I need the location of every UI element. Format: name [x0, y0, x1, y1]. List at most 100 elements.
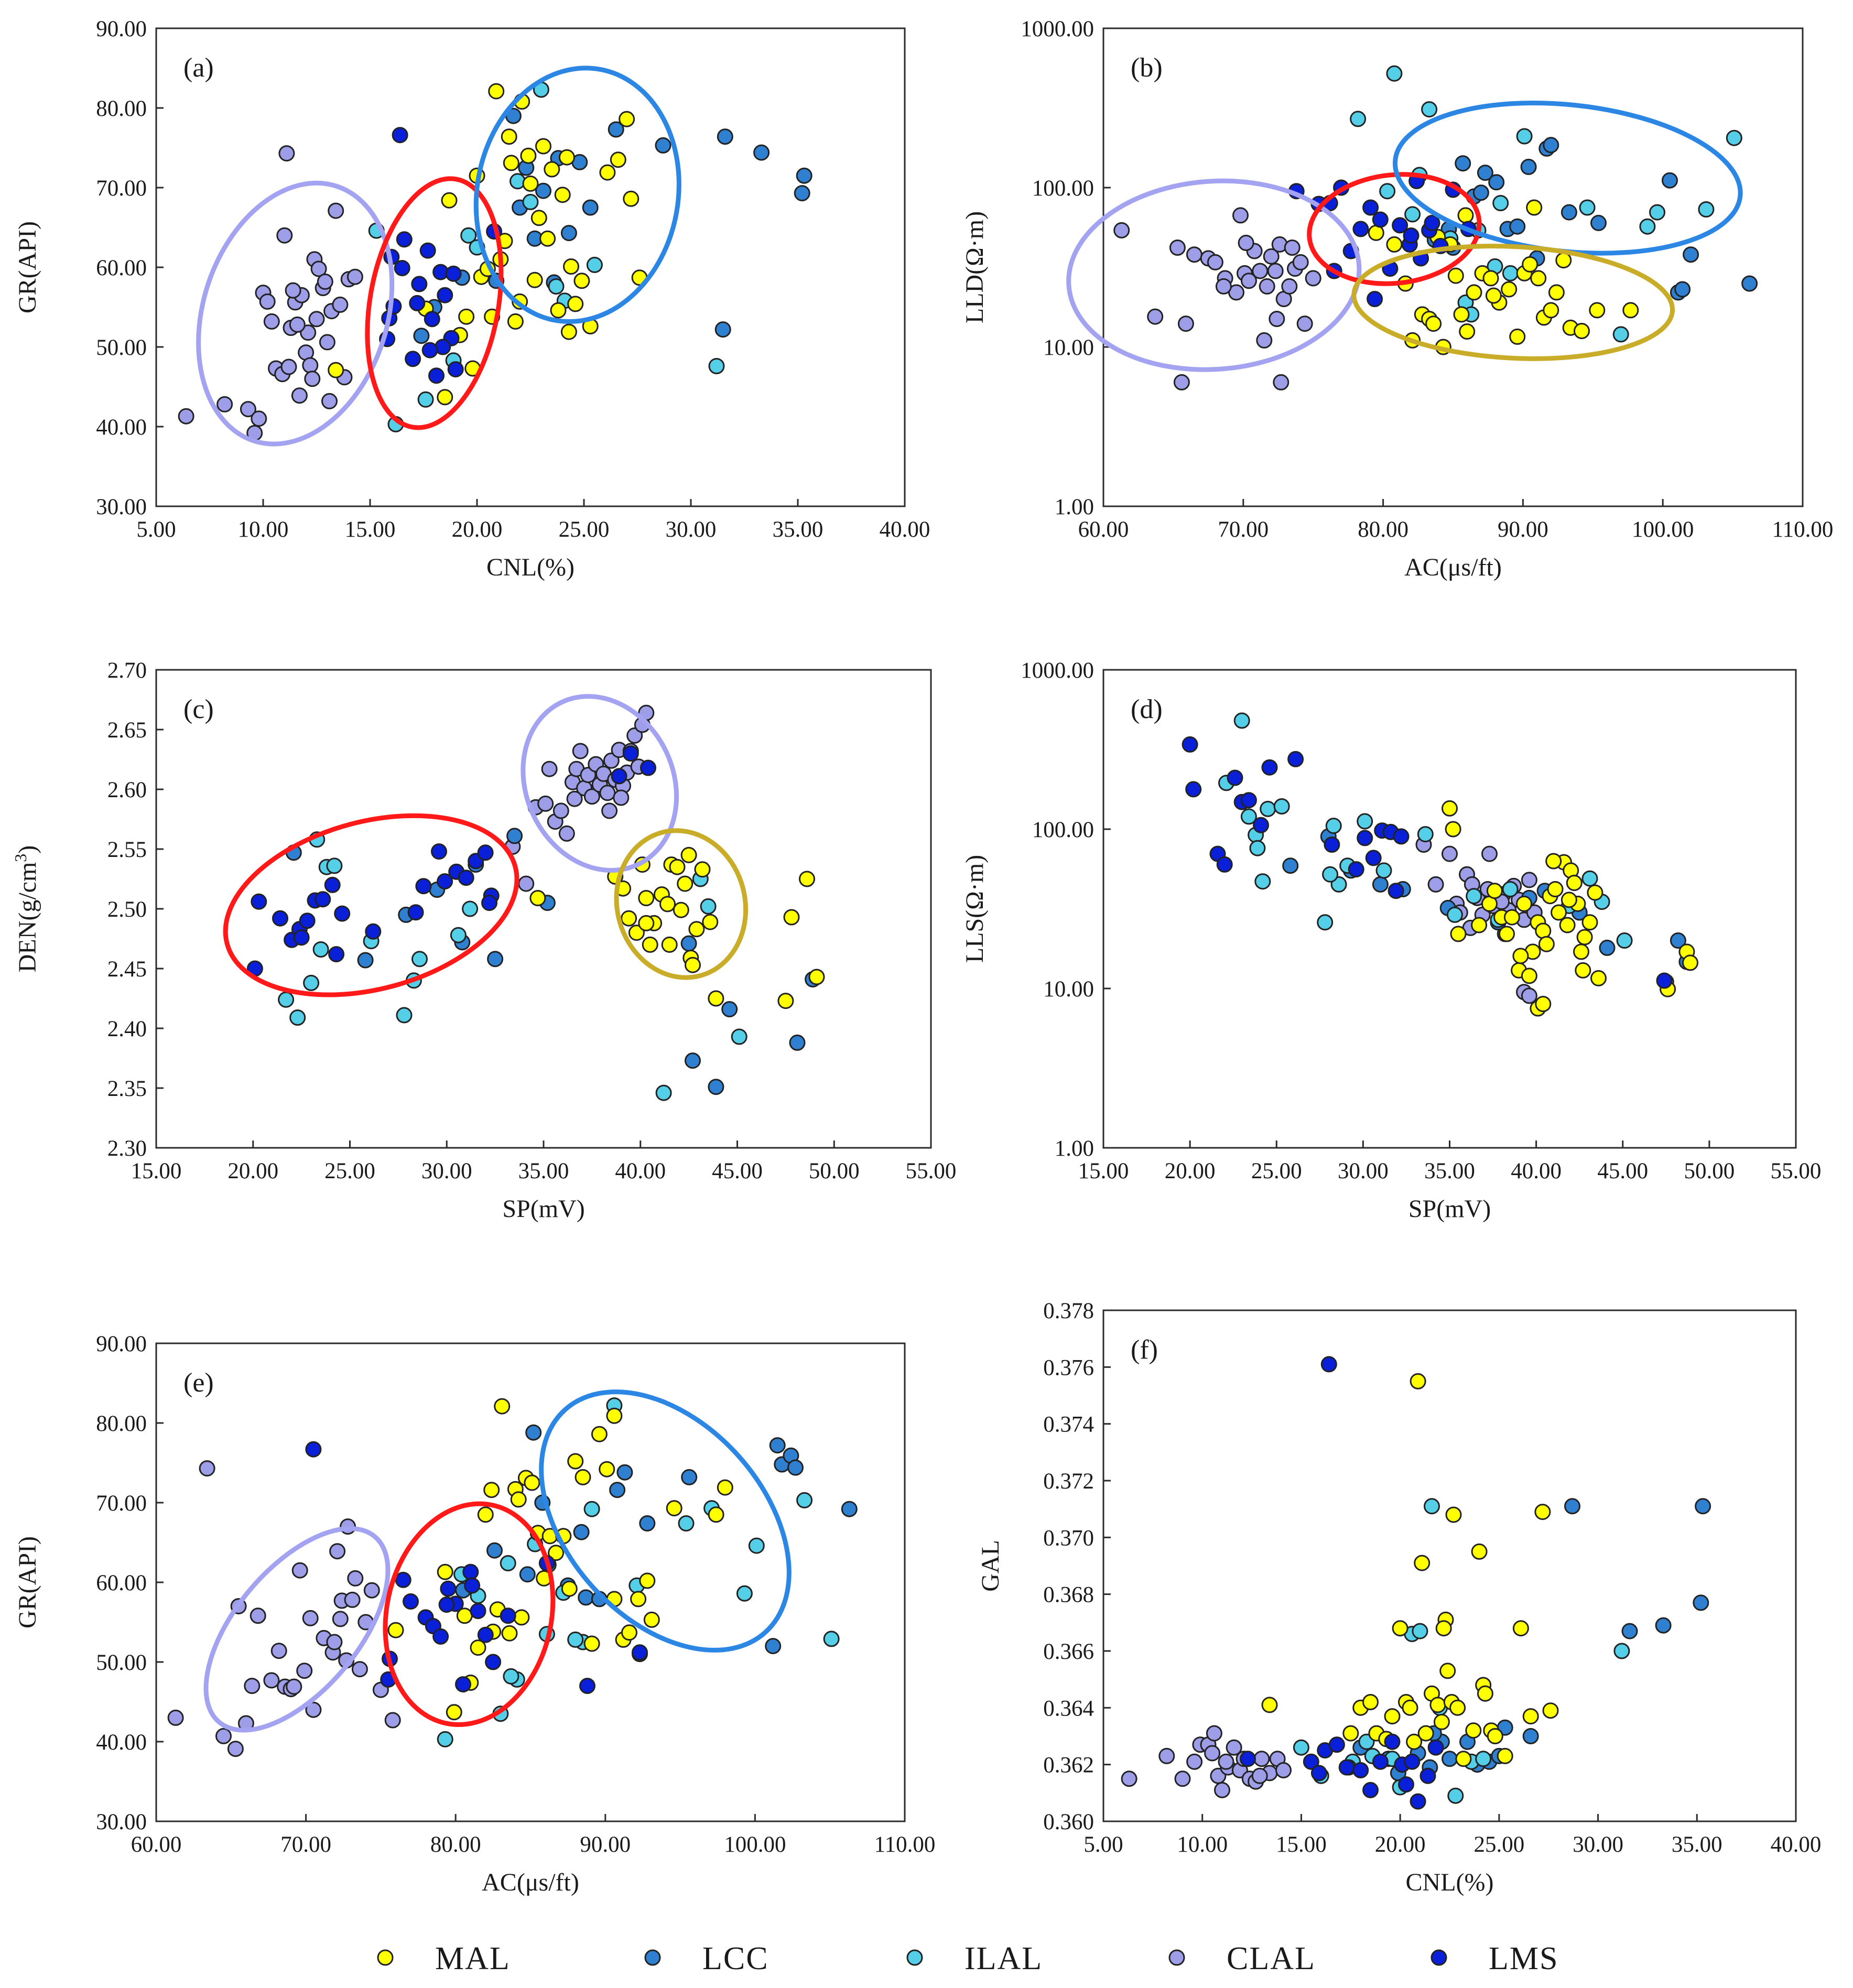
point-ILAL — [586, 256, 603, 273]
point-LCC — [680, 935, 697, 952]
point-MAL — [1682, 954, 1698, 971]
y-tick-label: 40.00 — [96, 415, 147, 440]
point-ILAL — [1379, 183, 1396, 200]
point-CLAL — [1232, 207, 1249, 224]
point-ILAL — [1317, 914, 1334, 931]
point-LMS — [407, 904, 424, 921]
point-MAL — [1555, 252, 1572, 269]
point-CLAL — [302, 357, 319, 374]
point-MAL — [328, 362, 344, 378]
point-CLAL — [1281, 278, 1298, 295]
point-LCC — [519, 1566, 536, 1583]
point-LMS — [1216, 856, 1233, 873]
point-LMS — [445, 265, 462, 282]
point-CLAL — [321, 393, 338, 409]
point-ILAL — [500, 1555, 516, 1571]
legend-marker-CLAL — [1168, 1949, 1185, 1966]
point-MAL — [563, 258, 579, 275]
point-MAL — [1439, 1663, 1456, 1679]
point-MAL — [1561, 892, 1577, 908]
point-LMS — [392, 127, 408, 144]
point-MAL — [808, 969, 825, 985]
point-CLAL — [270, 1643, 287, 1659]
legend-marker-MAL — [377, 1949, 394, 1966]
point-MAL — [520, 147, 537, 164]
point-LCC — [608, 121, 624, 138]
point-LCC — [506, 828, 523, 844]
point-ILAL — [678, 1515, 695, 1531]
point-MAL — [1414, 1555, 1431, 1571]
point-CLAL — [1292, 254, 1309, 270]
point-LMS — [409, 295, 426, 311]
point-CLAL — [558, 825, 575, 842]
point-LMS — [464, 1577, 481, 1594]
point-MAL — [510, 1491, 527, 1508]
point-CLAL — [1174, 1770, 1191, 1787]
point-MAL — [1433, 1713, 1450, 1730]
point-ILAL — [450, 927, 467, 943]
point-ILAL — [278, 991, 295, 1008]
point-MAL — [513, 1609, 530, 1626]
x-tick-label: 60.00 — [1078, 517, 1129, 542]
point-CLAL — [1226, 1739, 1242, 1756]
point-LCC — [1472, 184, 1489, 201]
point-LMS — [1393, 828, 1410, 845]
y-tick-label: 2.45 — [107, 957, 147, 982]
point-MAL — [623, 190, 640, 207]
point-ILAL — [1325, 818, 1342, 834]
point-MAL — [1482, 270, 1499, 287]
point-MAL — [610, 151, 626, 168]
point-MAL — [575, 1469, 591, 1485]
point-CLAL — [1177, 316, 1194, 332]
point-CLAL — [1218, 1753, 1234, 1770]
point-MAL — [694, 861, 711, 878]
point-ILAL — [1502, 881, 1519, 897]
point-LMS — [1392, 217, 1408, 234]
x-tick-label: 30.00 — [1338, 1159, 1389, 1183]
point-MAL — [1503, 909, 1520, 926]
point-MAL — [666, 1500, 682, 1517]
point-MAL — [494, 1398, 511, 1415]
point-MAL — [688, 921, 705, 938]
point-MAL — [1545, 853, 1562, 870]
x-tick-label: 30.00 — [421, 1159, 472, 1183]
point-MAL — [507, 313, 524, 330]
point-LMS — [1404, 1753, 1421, 1770]
point-LMS — [1388, 883, 1404, 899]
point-CLAL — [302, 1610, 319, 1626]
point-LMS — [432, 1628, 449, 1645]
point-ILAL — [700, 898, 717, 915]
y-tick-label: 2.30 — [107, 1136, 147, 1161]
point-MAL — [573, 273, 590, 289]
point-MAL — [599, 164, 616, 181]
point-ILAL — [567, 1631, 584, 1648]
point-LMS — [1320, 1356, 1337, 1373]
point-LCC — [578, 1589, 594, 1606]
point-LMS — [632, 1644, 648, 1661]
point-ILAL — [1240, 808, 1257, 825]
point-LMS — [611, 768, 627, 785]
point-LCC — [721, 1001, 738, 1017]
point-ILAL — [1447, 1787, 1464, 1804]
x-tick-label: 100.00 — [1632, 517, 1694, 542]
point-ILAL — [1502, 265, 1519, 281]
point-MAL — [1410, 1373, 1426, 1389]
y-axis-title: DEN(g/cm3) — [11, 845, 41, 973]
point-LMS — [1310, 1765, 1327, 1781]
point-CLAL — [1158, 1747, 1175, 1764]
panel-f: 5.00 10.00 15.00 20.00 25.00 30.00 35.00 40.00 0… — [977, 1299, 1821, 1896]
point-LCC — [413, 328, 430, 344]
point-CLAL — [216, 396, 233, 412]
panel-b: 60.00 70.00 80.00 90.00 100.00 110.00 1.00 10.0… — [961, 17, 1833, 581]
panel-label: (d) — [1131, 694, 1163, 724]
x-tick-label: 25.00 — [559, 517, 610, 542]
point-CLAL — [263, 313, 280, 330]
point-LMS — [1427, 1739, 1444, 1756]
x-tick-label: 40.00 — [1511, 1159, 1562, 1183]
point-ILAL — [731, 1028, 747, 1045]
point-CLAL — [1186, 246, 1202, 263]
point-LCC — [753, 144, 770, 161]
point-CLAL — [1113, 222, 1130, 238]
point-MAL — [550, 302, 567, 319]
x-tick-label: 100.00 — [724, 1832, 786, 1857]
